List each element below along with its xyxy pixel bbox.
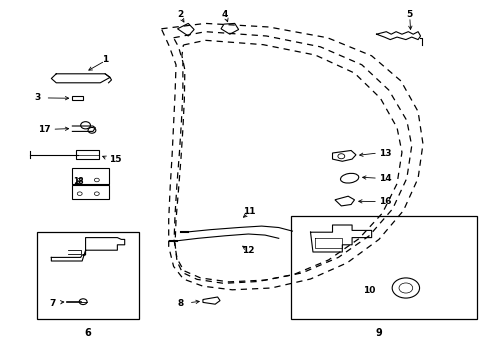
Text: 15: 15	[108, 154, 121, 163]
Bar	[72, 185, 109, 199]
Text: 11: 11	[243, 207, 255, 216]
Bar	[72, 168, 109, 184]
Text: 9: 9	[375, 328, 382, 338]
Text: 18: 18	[73, 177, 83, 186]
Bar	[76, 150, 99, 159]
Text: 4: 4	[221, 10, 228, 19]
Text: 14: 14	[378, 174, 391, 183]
Text: 3: 3	[35, 94, 41, 102]
Text: 2: 2	[177, 10, 183, 19]
Text: 6: 6	[84, 328, 91, 338]
Text: 7: 7	[49, 299, 56, 307]
Text: 1: 1	[102, 55, 108, 64]
Bar	[290, 216, 476, 319]
Text: 12: 12	[241, 246, 254, 255]
Text: 17: 17	[38, 125, 50, 134]
Text: 10: 10	[362, 286, 375, 295]
Text: 5: 5	[406, 10, 412, 19]
Text: 8: 8	[178, 299, 183, 307]
Text: 13: 13	[378, 149, 391, 158]
Text: 16: 16	[378, 197, 391, 206]
Bar	[37, 232, 139, 319]
